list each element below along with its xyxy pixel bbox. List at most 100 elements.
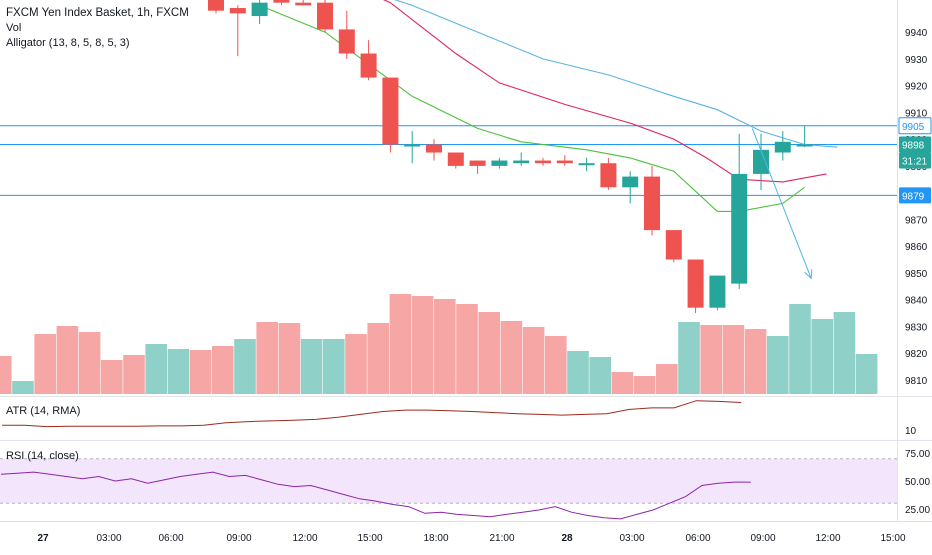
candle-body [709,275,726,308]
price-tick-label: 9830 [905,322,928,333]
volume-bar [300,339,323,394]
volume-bar [744,329,767,394]
candle-body [556,160,573,164]
price-label-text: 31:21 [902,157,927,168]
candle [491,157,508,169]
candle-body [753,149,769,174]
price-tick-label: 9850 [905,269,928,280]
candle-body [251,2,268,17]
price-label-text: 9898 [902,140,925,151]
candle-body [513,160,530,164]
candle-body [229,8,246,14]
atr-tick-label: 10 [905,426,917,437]
candle-body [317,2,333,30]
candle-body [731,173,748,284]
volume-bar [34,334,56,394]
volume-bar [101,360,123,394]
price-tick-label: 9940 [905,28,928,39]
candle [229,5,246,57]
volume-bar [367,323,389,394]
candle-body [491,160,508,166]
volume-bar [167,349,190,394]
candle-body [447,152,464,166]
rsi-label[interactable]: RSI (14, close) [6,450,79,462]
time-tick-label: 03:00 [96,533,121,544]
candle-body [535,160,551,164]
volume-bar [700,325,722,394]
candle [709,275,726,311]
alligator-teeth-line [382,0,827,183]
candle [796,125,813,148]
atr-label[interactable]: ATR (14, RMA) [6,405,81,417]
candle [273,0,290,6]
main-legend: FXCM Yen Index Basket, 1h, FXCM Vol Alli… [6,6,189,51]
volume-bar [589,357,611,394]
volume-bar [189,350,212,394]
price-label-31-21: 31:21 [899,152,931,169]
candle-body [295,2,312,6]
candle-body [578,163,595,166]
candle [360,40,377,81]
volume-bar [56,326,79,394]
price-label-box [898,117,932,135]
candle [644,165,660,236]
volume-bar [478,312,500,394]
candle [556,155,573,166]
candle [338,10,355,59]
candle [513,152,530,166]
volume-bar [678,322,700,394]
candle [382,77,399,153]
candle-body [208,0,224,11]
price-tick-label: 9840 [905,296,928,307]
price-label-9905: 9905 [898,117,932,135]
candle-body [796,144,813,147]
volume-bar [278,323,301,394]
volume-bar [212,346,234,394]
volume-bar [767,336,789,394]
volume-bar [656,364,678,394]
price-tick-label: 9820 [905,349,928,360]
candle-body [338,29,355,54]
candle [753,133,769,190]
volume-bar [633,376,656,394]
volume-bar [456,304,478,394]
vol-label[interactable]: Vol [6,22,22,34]
price-tick-label: 9810 [905,376,928,387]
volume-bar [345,334,367,394]
time-tick-label: 06:00 [158,533,183,544]
alligator-label[interactable]: Alligator (13, 8, 5, 8, 5, 3) [6,37,130,49]
rsi-tick-label: 25.00 [905,505,930,516]
volume-bar [522,327,545,394]
time-tick-label: 12:00 [292,533,317,544]
candle-body [469,160,486,166]
candle [578,157,595,172]
candle-body [426,144,442,153]
candle-body [360,53,377,78]
price-label-9879: 9879 [899,187,931,204]
volume-bar [811,319,833,394]
volume-bar [722,325,745,394]
time-tick-label: 28 [561,533,573,544]
volume-bar [833,312,856,394]
candle [622,171,639,204]
rsi-tick-label: 50.00 [905,477,930,488]
atr-pane: 10 [2,400,917,437]
atr-legend: ATR (14, RMA) [6,404,80,419]
candle [469,160,486,174]
rsi-pane: 75.00 50.00 25.00 [0,449,930,520]
price-tick-label: 9860 [905,242,928,253]
projection-arrow-head [804,269,813,280]
time-axis: 27 03:00 06:00 09:00 12:00 15:00 18:00 21:00 28 0… [37,533,906,544]
candle [731,133,748,289]
volume-bar [545,336,567,394]
atr-line [2,400,742,428]
projection-arrow-line [751,128,812,279]
volume-bar [256,322,278,394]
symbol-title[interactable]: FXCM Yen Index Basket, 1h, FXCM [6,7,189,19]
candle-body [273,0,290,3]
rsi-tick-label: 75.00 [905,449,930,460]
time-tick-label: 27 [37,533,49,544]
volume-bar [567,351,589,394]
